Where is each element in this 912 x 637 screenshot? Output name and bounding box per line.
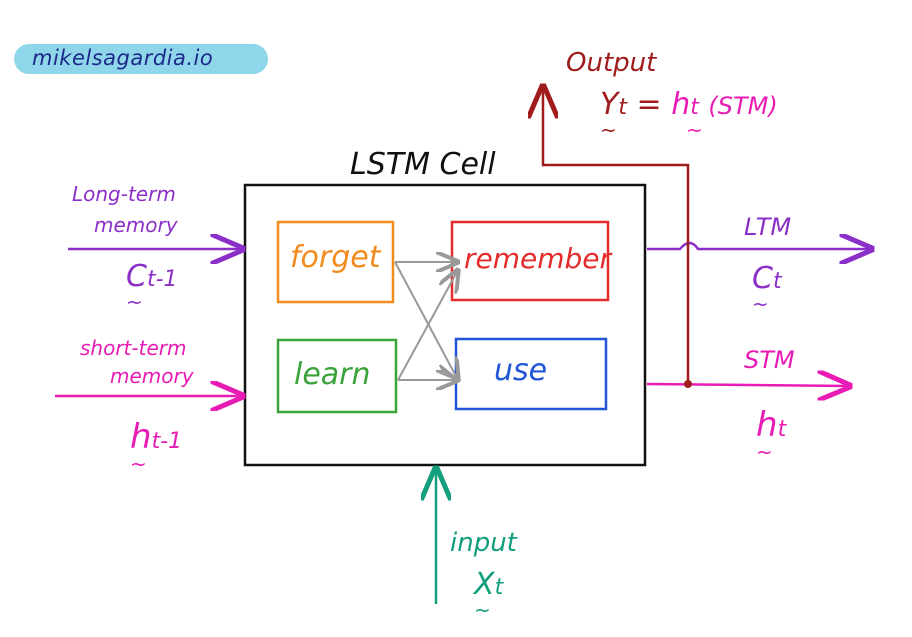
- ltm-input-label-2: memory: [94, 213, 178, 237]
- stm-output-subscript: t: [777, 417, 787, 442]
- output-eq-h-sub: t: [690, 95, 699, 120]
- output-branch-dot: [684, 380, 692, 388]
- watermark-badge: mikelsagardia.io: [14, 44, 268, 74]
- input-symbol-x: X: [474, 567, 495, 602]
- cell-title: LSTM Cell: [350, 147, 496, 182]
- learn-gate-label: learn: [294, 357, 371, 392]
- output-branch-line: [543, 86, 690, 384]
- stm-output-symbol-h: h: [756, 405, 778, 445]
- input-subscript: t: [494, 575, 504, 600]
- output-eq-h: h: [671, 87, 691, 122]
- stm-input-label-2: memory: [110, 364, 194, 388]
- ltm-output-subscript: t: [772, 269, 782, 294]
- stm-input-subscript: t-1: [151, 429, 183, 454]
- stm-output-symbol: ht ~: [756, 405, 787, 462]
- use-gate-label: use: [494, 353, 548, 388]
- output-eq-y: Y: [600, 87, 619, 122]
- stm-output-label: STM: [744, 346, 795, 374]
- watermark-text: mikelsagardia.io: [32, 46, 214, 70]
- ltm-input-tilde: ~: [126, 290, 143, 314]
- output-equation: Yt = ht (STM) ~ ~: [600, 87, 778, 141]
- ltm-output-symbol: Ct ~: [752, 261, 782, 315]
- output-label: Output: [566, 48, 657, 78]
- stm-input-label-1: short-term: [80, 336, 187, 360]
- input-symbol: Xt ~: [474, 567, 504, 621]
- forget-gate-label: forget: [290, 240, 381, 275]
- ltm-output-label: LTM: [744, 213, 792, 241]
- ltm-input-subscript: t-1: [146, 267, 178, 292]
- output-eq-note: (STM): [708, 92, 778, 120]
- ltm-input-symbol: Ct-1 ~: [126, 259, 178, 313]
- stm-output-arrow: [646, 384, 850, 386]
- remember-gate-label: remember: [464, 242, 612, 275]
- ltm-output-symbol-c: C: [752, 261, 773, 296]
- stm-output-tilde: ~: [756, 440, 773, 464]
- arrow-forget-to-use: [394, 261, 458, 380]
- ltm-output-arrow: [647, 243, 872, 249]
- ltm-input-symbol-c: C: [126, 259, 147, 294]
- forget-gate-box: [276, 220, 395, 304]
- output-eq-y-sub: t: [618, 95, 627, 120]
- stm-input-tilde: ~: [130, 452, 147, 476]
- output-eq-y-tilde: ~: [600, 118, 617, 142]
- lstm-cell-box: [243, 183, 647, 467]
- input-label: input: [450, 528, 517, 558]
- input-tilde: ~: [474, 598, 491, 622]
- stm-input-symbol-h: h: [130, 417, 152, 457]
- learn-gate-box: [276, 338, 398, 414]
- ltm-input-label-1: Long-term: [72, 182, 176, 206]
- arrow-learn-to-remember: [397, 270, 458, 381]
- stm-input-symbol: ht-1 ~: [130, 417, 183, 474]
- ltm-output-tilde: ~: [752, 292, 769, 316]
- output-eq-equals: =: [636, 87, 662, 122]
- output-eq-h-tilde: ~: [686, 118, 703, 142]
